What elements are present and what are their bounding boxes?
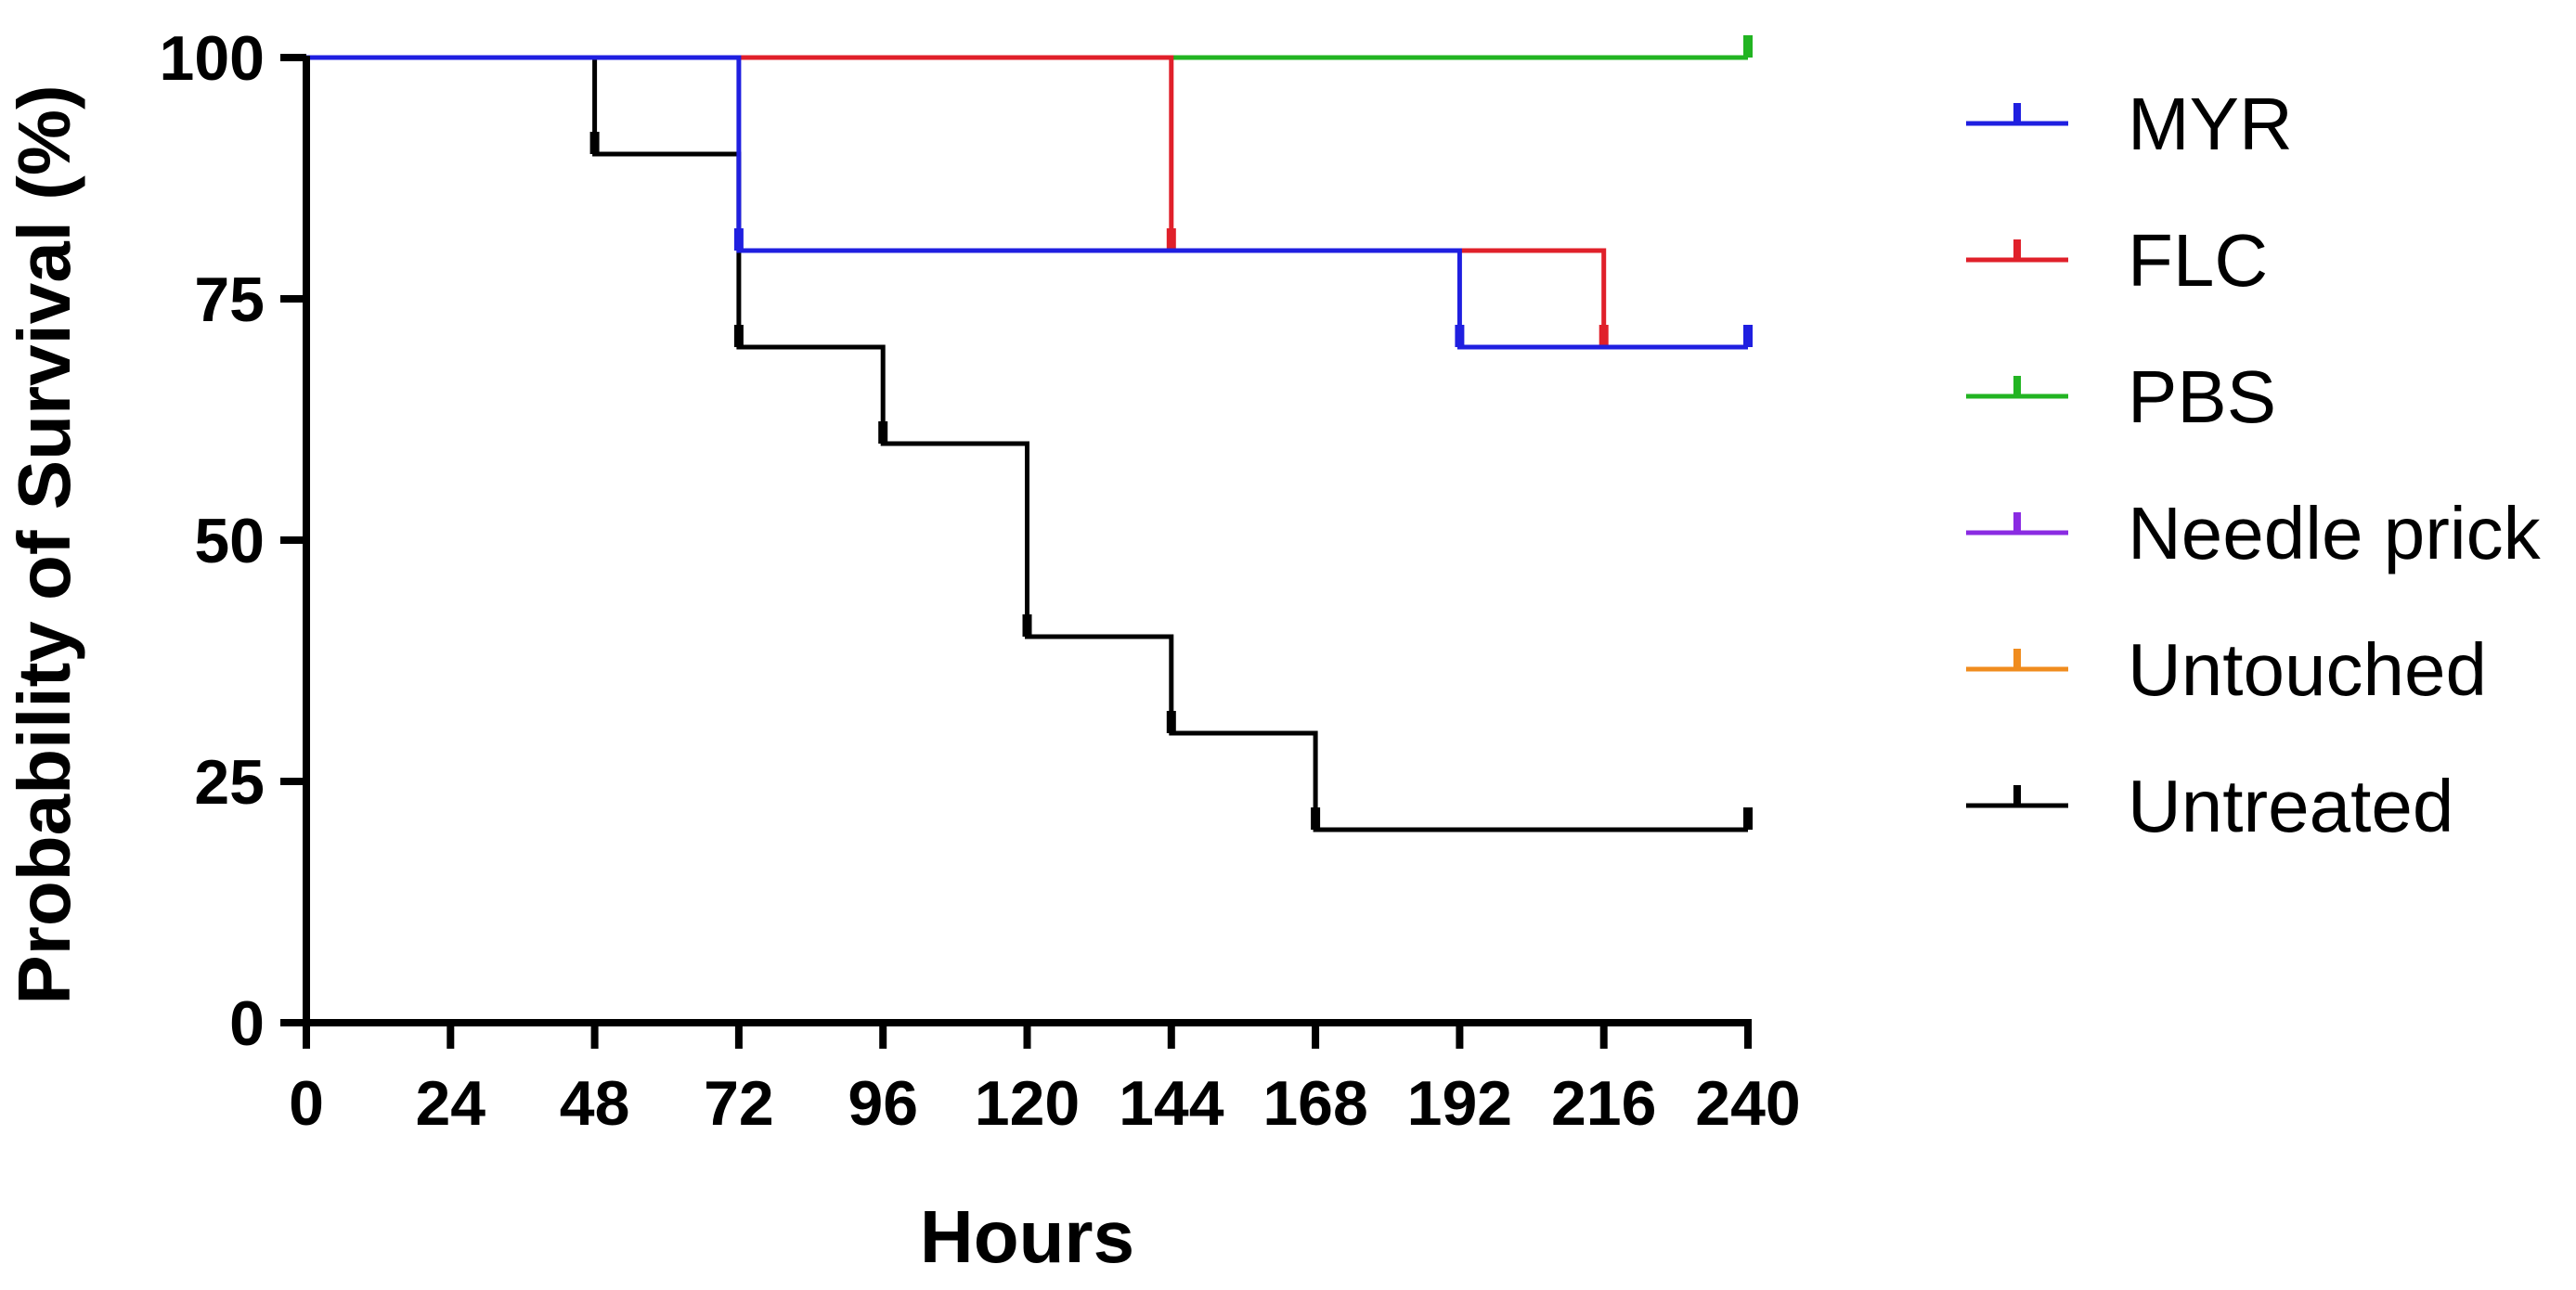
x-tick-label: 0	[289, 1068, 324, 1139]
x-tick-label: 96	[848, 1068, 918, 1139]
series-line-untreated	[306, 55, 1748, 832]
legend-label-needle-prick: Needle prick	[2128, 492, 2542, 574]
x-tick-label: 72	[704, 1068, 774, 1139]
x-tick-label: 240	[1695, 1068, 1800, 1139]
y-tick-label: 25	[194, 747, 265, 818]
series-line-myr	[306, 55, 1748, 350]
x-axis-title: Hours	[920, 1195, 1134, 1278]
y-tick-label: 100	[160, 23, 265, 94]
legend-label-pbs: PBS	[2128, 355, 2276, 438]
x-tick-label: 48	[560, 1068, 630, 1139]
x-tick-label: 144	[1119, 1068, 1224, 1139]
series-line-flc	[306, 55, 1748, 350]
x-tick-label: 168	[1262, 1068, 1367, 1139]
y-tick-label: 50	[194, 506, 265, 576]
legend-label-flc: FLC	[2128, 219, 2268, 302]
x-tick-label: 120	[975, 1068, 1080, 1139]
x-tick-label: 192	[1407, 1068, 1512, 1139]
series-layer	[306, 35, 1753, 832]
legend-label-untreated: Untreated	[2128, 765, 2453, 847]
y-tick-label: 0	[229, 988, 265, 1059]
x-tick-label: 24	[415, 1068, 485, 1139]
y-tick-label: 75	[194, 264, 265, 335]
y-axis-title: Probability of Survival (%)	[3, 84, 85, 1004]
x-tick-label: 216	[1551, 1068, 1656, 1139]
legend-label-untouched: Untouched	[2128, 628, 2487, 711]
legend-label-myr: MYR	[2128, 83, 2293, 165]
axes-layer: 0 24 48 72 96 120 144 168 192 216 240 0 25 50 75 100	[160, 23, 1801, 1139]
legend: MYR FLC PBS Needle prick Untouched Untreated	[1966, 83, 2542, 847]
